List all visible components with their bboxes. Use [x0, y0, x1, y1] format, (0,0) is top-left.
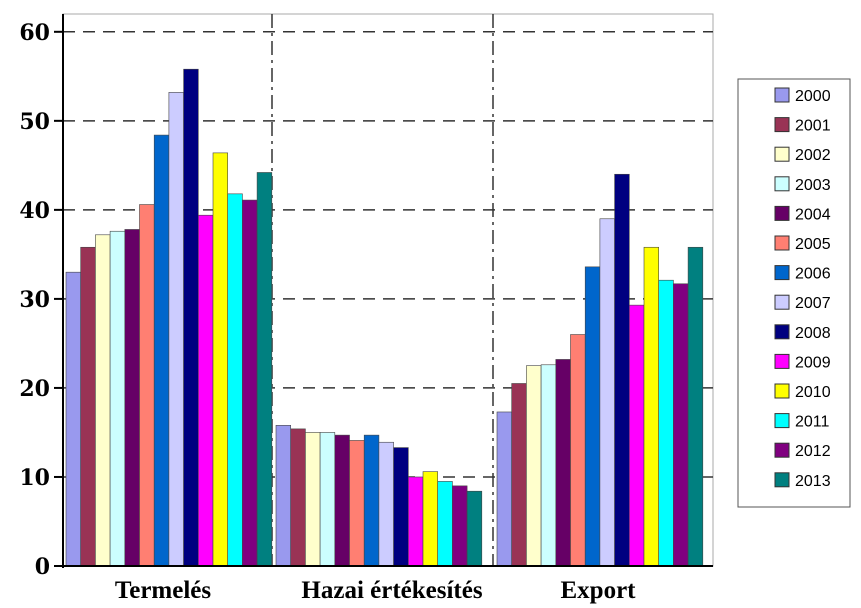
bar-2-2004 [334, 434, 350, 567]
bar-3-2006 [584, 266, 601, 567]
legend-swatch-2009 [774, 353, 790, 369]
legend-label-2003: 2003 [795, 177, 831, 194]
bar-3-2004 [555, 359, 571, 567]
bar-3-2003 [540, 364, 557, 567]
legend-swatch-2004 [774, 205, 790, 221]
bar-2-2010 [422, 471, 438, 567]
legend-label-2001: 2001 [795, 118, 831, 135]
y-tick-label-60: 60 [19, 20, 50, 46]
x-tick-label-2: Hazai értékesítés [301, 577, 482, 604]
legend-label-2009: 2009 [795, 354, 831, 371]
bar-2-2006 [363, 434, 380, 567]
bar-1-2009 [198, 214, 214, 567]
bar-2-2005 [349, 440, 365, 567]
bar-2-2012 [452, 485, 468, 567]
y-tick-label-50: 50 [19, 109, 50, 135]
legend-swatch-2010 [774, 383, 790, 399]
legend-label-2004: 2004 [795, 206, 831, 223]
y-tick-label-20: 20 [19, 376, 50, 402]
legend: 2000 2001 2002 2003 2004 2005 2006 2007 2008 2009… [737, 78, 851, 508]
legend-label-2000: 2000 [795, 88, 831, 105]
bar-1-2011 [227, 193, 243, 567]
bar-2-2011 [437, 481, 453, 567]
bar-2-2002 [305, 432, 321, 567]
bar-1-2005 [139, 204, 155, 567]
bar-3-2007 [599, 218, 615, 567]
bar-2-2000 [275, 425, 291, 567]
legend-label-2010: 2010 [795, 384, 831, 401]
bar-1-2007 [168, 92, 184, 567]
legend-label-2005: 2005 [795, 236, 831, 253]
bar-3-2000 [496, 411, 512, 567]
legend-swatch-2005 [774, 235, 790, 251]
legend-swatch-2003 [774, 176, 790, 192]
legend-box [737, 78, 851, 508]
bar-2-2008 [393, 447, 409, 567]
bar-2-2007 [378, 441, 394, 567]
bar-1-2006 [153, 134, 170, 567]
bar-3-2010 [643, 246, 659, 567]
legend-swatch-2011 [774, 413, 790, 429]
legend-swatch-2001 [774, 117, 790, 133]
legend-label-2011: 2011 [795, 414, 830, 431]
bar-3-2011 [658, 279, 674, 567]
x-tick-labels: Termelés Hazai értékesítés Export [115, 577, 636, 604]
legend-label-2008: 2008 [795, 325, 831, 342]
legend-label-2012: 2012 [795, 443, 831, 460]
bar-2-2001 [290, 428, 306, 567]
legend-swatch-2002 [774, 146, 790, 162]
bar-1-2000 [65, 271, 81, 567]
x-tick-label-1: Termelés [115, 577, 212, 604]
bar-3-2012 [673, 283, 689, 567]
legend-label-2013: 2013 [795, 473, 831, 490]
bar-1-2002 [95, 234, 111, 567]
legend-label-2007: 2007 [795, 295, 831, 312]
bar-1-2001 [80, 246, 96, 567]
bar-1-2008 [183, 68, 199, 567]
y-tick-label-10: 10 [19, 465, 50, 491]
bar-1-2004 [124, 229, 140, 567]
y-tick-label-30: 30 [19, 287, 50, 313]
bar-2-2013 [466, 490, 483, 567]
x-tick-label-3: Export [561, 577, 637, 604]
y-tick-label-0: 0 [35, 554, 50, 580]
bar-3-2008 [614, 173, 630, 567]
legend-label-2006: 2006 [795, 266, 831, 283]
legend-label-2002: 2002 [795, 147, 831, 164]
legend-swatch-2008 [774, 324, 790, 340]
y-tick-label-40: 40 [19, 198, 50, 224]
axes [56, 14, 713, 568]
bar-1-2012 [242, 199, 258, 567]
bar-3-2005 [570, 334, 586, 567]
bar-1-2013 [256, 172, 273, 567]
legend-swatch-2013 [774, 472, 790, 488]
legend-swatch-2007 [774, 294, 790, 310]
bar-2-2003 [319, 432, 336, 567]
bar-2-2009 [407, 476, 424, 567]
bar-1-2003 [109, 230, 126, 567]
bar-3-2002 [526, 365, 542, 567]
bars [65, 68, 704, 567]
bar-1-2010 [212, 152, 228, 567]
legend-swatch-2006 [774, 265, 790, 281]
bar-3-2009 [628, 304, 645, 567]
legend-swatch-2012 [774, 442, 790, 458]
y-tick-labels: 0 10 20 30 40 50 60 [19, 20, 50, 580]
bar-3-2013 [687, 246, 704, 567]
bar-3-2001 [511, 383, 527, 567]
legend-swatch-2000 [774, 87, 790, 103]
